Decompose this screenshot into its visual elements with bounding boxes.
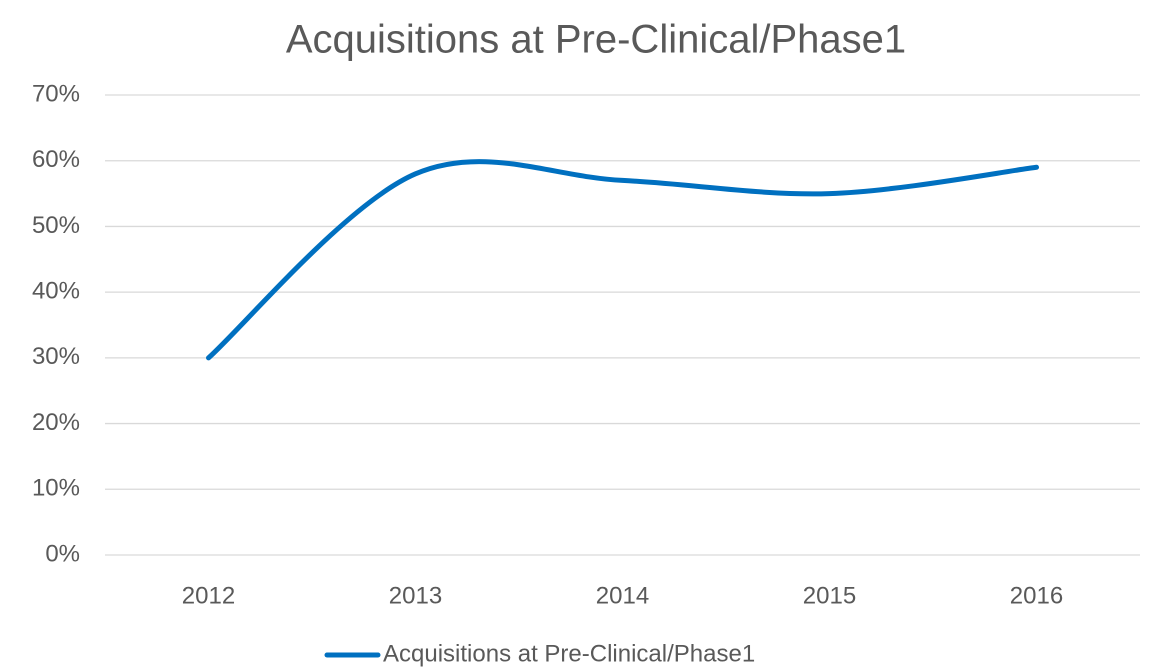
- x-tick-label: 2014: [596, 582, 649, 609]
- y-tick-label: 40%: [32, 277, 80, 304]
- y-tick-label: 60%: [32, 146, 80, 173]
- y-tick-label: 30%: [32, 343, 80, 370]
- chart-title: Acquisitions at Pre-Clinical/Phase1: [286, 18, 906, 62]
- y-tick-label: 70%: [32, 80, 80, 107]
- series-line: [206, 159, 1039, 361]
- x-tick-label: 2016: [1010, 582, 1063, 609]
- x-tick-label: 2013: [389, 582, 442, 609]
- legend-label: Acquisitions at Pre-Clinical/Phase1: [383, 640, 755, 667]
- y-tick-label: 50%: [32, 212, 80, 239]
- y-tick-label: 20%: [32, 409, 80, 436]
- x-tick-label: 2012: [182, 582, 235, 609]
- y-tick-label: 10%: [32, 475, 80, 502]
- y-tick-label: 0%: [45, 540, 80, 567]
- x-tick-label: 2015: [803, 582, 856, 609]
